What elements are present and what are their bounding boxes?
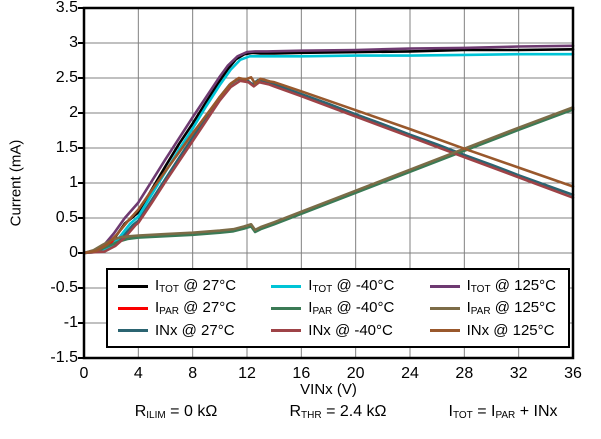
y-tick-label: 3.5 xyxy=(55,0,78,16)
legend: ITOT @ 27°C IPAR @ 27°C INx @ 27°C ITOT @ -… xyxy=(106,268,570,348)
y-tick-label: 0.5 xyxy=(55,209,78,226)
y-tick-label: -0.5 xyxy=(50,279,78,296)
series-ipar_125 xyxy=(82,106,575,255)
legend-entry-ipar_m40: IPAR @ -40°C xyxy=(271,297,394,319)
legend-line-swatch xyxy=(429,328,460,332)
legend-label: IPAR @ 125°C xyxy=(467,299,556,317)
label-text: @ 27°C xyxy=(179,299,237,316)
plot-frame xyxy=(82,6,575,360)
subscript-text: PAR xyxy=(159,306,179,317)
legend-entry-ipar_27: IPAR @ 27°C xyxy=(118,297,236,319)
series-inx_m40 xyxy=(82,79,575,255)
subscript-text: PAR xyxy=(470,306,491,317)
legend-line-swatch xyxy=(118,284,148,288)
series-itot_125 xyxy=(82,44,575,255)
legend-label: ITOT @ -40°C xyxy=(308,277,394,295)
annotation-rthr: RTHR = 2.4 kΩ xyxy=(289,403,386,421)
x-tick-label: 36 xyxy=(564,365,582,382)
series-itot_m40 xyxy=(82,52,575,255)
subscript-text: PAR xyxy=(312,306,333,317)
series-inx_125 xyxy=(82,76,575,255)
legend-label: INx @ 125°C xyxy=(467,322,555,339)
legend-line-swatch xyxy=(429,284,460,288)
legend-label: IPAR @ 27°C xyxy=(155,299,236,317)
legend-line-swatch xyxy=(271,284,302,288)
legend-entry-inx_m40: INx @ -40°C xyxy=(271,319,394,341)
subscript-text: TOT xyxy=(159,284,179,295)
series-itot_27 xyxy=(82,47,575,255)
legend-entry-inx_125: INx @ 125°C xyxy=(429,319,556,341)
label-text: I xyxy=(466,299,471,316)
subscript-text: THR xyxy=(301,410,322,421)
legend-label: ITOT @ 125°C xyxy=(467,277,556,295)
label-text: INx @ -40°C xyxy=(308,321,393,339)
label-text: @ 125°C xyxy=(490,277,556,294)
annotation-rilim: RILIM = 0 kΩ xyxy=(135,403,218,421)
subscript-text: TOT xyxy=(452,410,473,421)
subscript-text: TOT xyxy=(470,284,491,295)
x-tick-label: 12 xyxy=(238,365,256,382)
legend-line-swatch xyxy=(271,328,302,332)
legend-entry-inx_27: INx @ 27°C xyxy=(118,319,236,341)
x-tick-label: 0 xyxy=(79,365,89,382)
legend-column: ITOT @ 27°C IPAR @ 27°C INx @ 27°C xyxy=(118,275,236,341)
y-tick-label: 1 xyxy=(69,174,78,191)
label-text: + INx xyxy=(515,403,558,420)
y-tick-label: 2.5 xyxy=(55,69,78,86)
x-tick-label: 24 xyxy=(401,365,419,382)
x-tick-label: 32 xyxy=(509,365,528,382)
subscript-text: PAR xyxy=(495,410,516,421)
label-text: @ -40°C xyxy=(332,299,395,316)
legend-label: INx @ -40°C xyxy=(308,322,393,339)
subscript-text: TOT xyxy=(312,284,333,295)
label-text: = 2.4 kΩ xyxy=(321,403,387,420)
x-axis-title: VINx (V) xyxy=(300,381,357,398)
label-text: @ -40°C xyxy=(332,277,395,294)
x-tick-label: 20 xyxy=(346,365,365,382)
label-text: @ 27°C xyxy=(179,277,237,294)
label-text: I xyxy=(155,299,160,316)
x-tick-label: 28 xyxy=(455,365,474,382)
label-text: I xyxy=(155,277,160,294)
legend-entry-ipar_125: IPAR @ 125°C xyxy=(429,297,556,319)
legend-line-swatch xyxy=(429,306,460,310)
legend-label: ITOT @ 27°C xyxy=(155,277,236,295)
label-text: I xyxy=(466,277,471,294)
y-tick-label: -1.5 xyxy=(50,349,78,366)
label-text: I xyxy=(308,277,313,294)
legend-label: INx @ 27°C xyxy=(155,322,235,339)
label-text: I xyxy=(448,403,453,420)
label-text: R xyxy=(289,403,302,420)
label-text: = I xyxy=(472,403,496,420)
label-text: INx @ 125°C xyxy=(466,321,555,339)
y-tick-label: -1 xyxy=(63,314,78,331)
y-tick-label: 1.5 xyxy=(55,139,78,156)
label-text: I xyxy=(308,299,313,316)
y-tick-label: 0 xyxy=(69,244,78,261)
annotation-itot-formula: ITOT = IPAR + INx xyxy=(448,403,557,421)
legend-entry-itot_27: ITOT @ 27°C xyxy=(118,275,236,297)
label-text: = 0 kΩ xyxy=(165,403,218,420)
x-tick-label: 4 xyxy=(133,365,143,382)
legend-entry-itot_125: ITOT @ 125°C xyxy=(429,275,556,297)
y-tick-label: 3 xyxy=(69,34,78,51)
x-tick-label: 16 xyxy=(292,365,311,382)
y-tick-label: 2 xyxy=(69,104,78,121)
label-text: @ 125°C xyxy=(490,299,556,316)
legend-line-swatch xyxy=(271,306,302,310)
legend-entry-itot_m40: ITOT @ -40°C xyxy=(271,275,394,297)
y-axis-title: Current (mA) xyxy=(7,139,25,227)
legend-column: ITOT @ 125°C IPAR @ 125°C INx @ 125°C xyxy=(429,275,556,341)
x-tick-label: 8 xyxy=(188,365,198,382)
legend-line-swatch xyxy=(118,306,148,310)
legend-line-swatch xyxy=(118,328,148,332)
label-text: INx @ 27°C xyxy=(155,321,235,339)
label-text: R xyxy=(134,403,147,420)
legend-label: IPAR @ -40°C xyxy=(308,299,394,317)
legend-column: ITOT @ -40°C IPAR @ -40°C INx @ -40°C xyxy=(271,275,394,341)
subscript-text: ILIM xyxy=(146,410,166,421)
